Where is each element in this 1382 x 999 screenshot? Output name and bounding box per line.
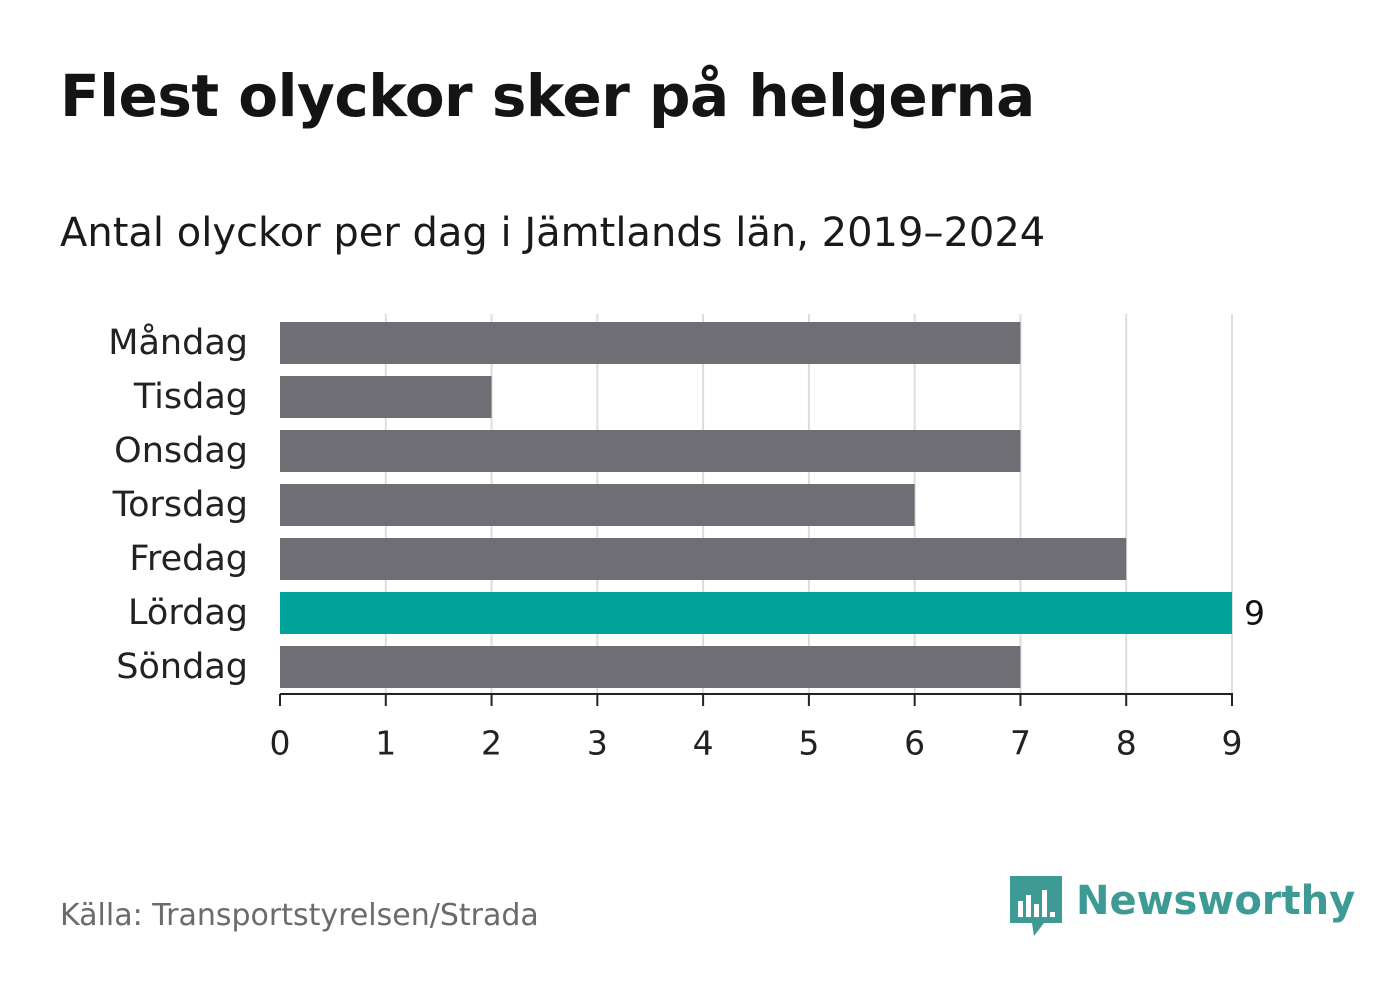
chart-subtitle: Antal olyckor per dag i Jämtlands län, 2… bbox=[60, 210, 1046, 256]
bars bbox=[280, 322, 1232, 688]
category-label: Tisdag bbox=[133, 377, 248, 417]
newsworthy-logo-icon bbox=[1010, 876, 1062, 936]
category-label: Måndag bbox=[108, 322, 248, 363]
logo-text: Newsworthy bbox=[1076, 878, 1356, 924]
newsworthy-logo[interactable]: Newsworthy bbox=[1010, 876, 1355, 940]
x-tick-label: 6 bbox=[904, 724, 925, 763]
category-label: Onsdag bbox=[114, 431, 248, 471]
bar-torsdag bbox=[280, 484, 915, 526]
x-tick-label: 1 bbox=[375, 724, 396, 763]
category-label: Söndag bbox=[116, 647, 248, 687]
x-tick-label: 5 bbox=[798, 724, 819, 763]
x-tick-label: 9 bbox=[1222, 724, 1243, 763]
x-tick-label: 4 bbox=[693, 724, 714, 763]
category-label: Fredag bbox=[129, 539, 248, 579]
x-axis: 0 1 2 3 4 5 6 7 8 9 bbox=[270, 693, 1243, 763]
category-label: Torsdag bbox=[112, 485, 248, 525]
bar-fredag bbox=[280, 538, 1127, 580]
category-labels: Måndag Tisdag Onsdag Torsdag Fredag Lördag Sön… bbox=[108, 322, 248, 687]
category-label: Lördag bbox=[128, 593, 248, 633]
source-note: Källa: Transportstyrelsen/Strada bbox=[60, 898, 539, 933]
data-label: 9 bbox=[1244, 594, 1265, 633]
bar-onsdag bbox=[280, 430, 1021, 472]
bar-måndag bbox=[280, 322, 1021, 364]
x-tick-label: 3 bbox=[587, 724, 608, 763]
bar-lördag bbox=[280, 592, 1232, 634]
x-tick-label: 8 bbox=[1116, 724, 1137, 763]
x-tick-label: 2 bbox=[481, 724, 502, 763]
data-labels: 9 bbox=[1244, 594, 1265, 633]
x-tick-label: 0 bbox=[270, 724, 291, 763]
bar-söndag bbox=[280, 646, 1021, 688]
bar-tisdag bbox=[280, 376, 492, 418]
x-tick-label: 7 bbox=[1010, 724, 1031, 763]
chart-title: Flest olyckor sker på helgerna bbox=[60, 62, 1035, 130]
